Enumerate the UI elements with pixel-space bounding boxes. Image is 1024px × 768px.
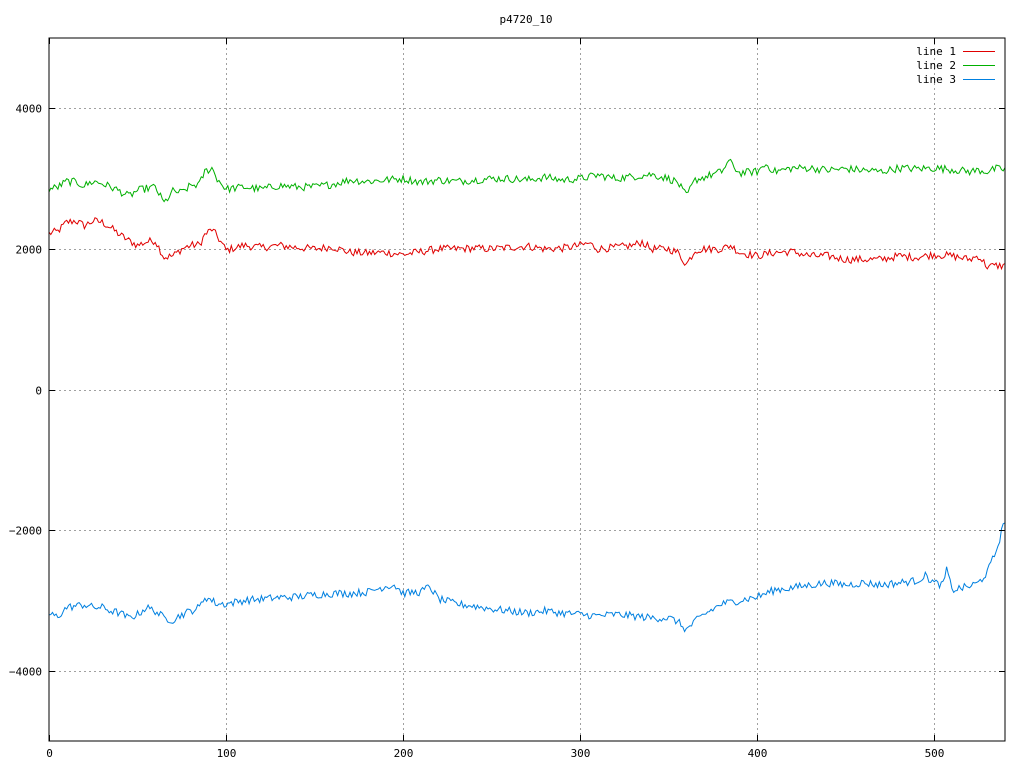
x-tick-label: 500: [925, 747, 945, 760]
plot-frame: [48, 37, 1006, 742]
y-tick-label: −2000: [9, 525, 42, 538]
chart-title: p4720_10: [500, 13, 553, 26]
y-tick-label: 0: [35, 385, 42, 398]
axis-ticks: 0 100 200 300 400 500 −4000 −2000 0 2000 4000: [9, 38, 1005, 760]
series-line-3: [48, 522, 1006, 633]
x-tick-label: 0: [46, 747, 53, 760]
y-tick-label: −4000: [9, 666, 42, 679]
series-line-2: [48, 158, 1006, 203]
legend-label-3: line 3: [916, 73, 956, 86]
legend-label-1: line 1: [916, 45, 956, 58]
x-tick-label: 300: [571, 747, 591, 760]
series-group: [48, 158, 1006, 633]
x-tick-label: 100: [217, 747, 237, 760]
x-tick-label: 400: [748, 747, 768, 760]
x-tick-label: 200: [394, 747, 414, 760]
legend-label-2: line 2: [916, 59, 956, 72]
y-tick-label: 4000: [16, 103, 43, 116]
grid: [49, 38, 1005, 741]
series-line-1: [48, 217, 1006, 271]
y-tick-label: 2000: [16, 244, 43, 257]
